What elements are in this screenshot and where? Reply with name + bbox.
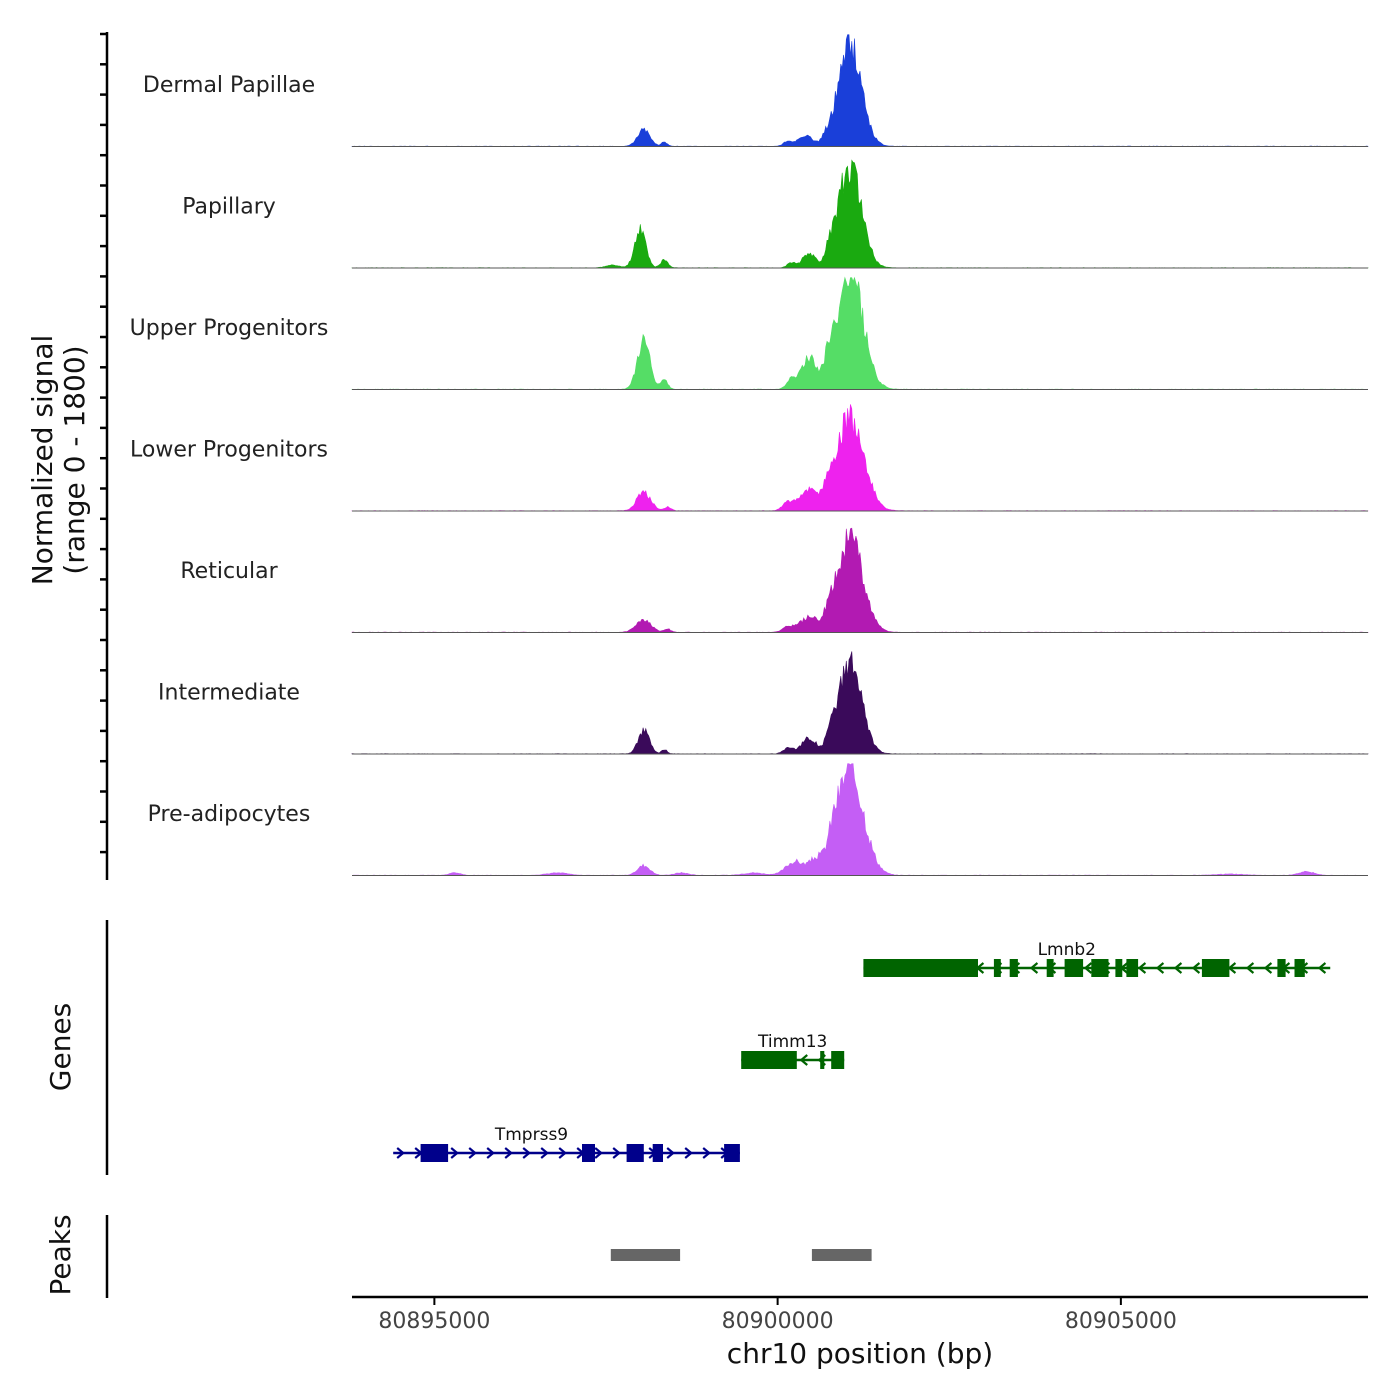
strand-arrow [468,1147,477,1159]
x-axis-ticks: 80895000 80900000 80905000 [378,1297,1177,1334]
track-intermediate: Intermediate [158,651,1369,755]
exon [1064,959,1084,977]
exon [1277,959,1286,977]
coverage-area [351,651,1369,755]
strand-arrow [594,1147,603,1159]
exon [820,1051,825,1069]
gene-label: Lmnb2 [1038,940,1096,960]
track-pre-adipocytes: Pre-adipocytes [148,763,1369,876]
exon [863,959,978,977]
peak-region [811,1249,872,1261]
strand-arrow [396,1147,405,1159]
exon [741,1051,797,1069]
peak-regions [610,1249,872,1261]
strand-arrow [558,1147,567,1159]
track-label: Reticular [180,559,278,584]
strand-arrow [1227,962,1237,974]
exon [831,1051,845,1069]
strand-arrow [1083,962,1093,974]
coverage-area [351,763,1369,876]
exon [1294,959,1305,977]
exon [652,1144,663,1162]
peaks-panel-label: Peaks [44,1214,77,1295]
strand-arrow [666,1147,675,1159]
track-papillary: Papillary [182,159,1369,269]
track-reticular: Reticular [180,527,1369,633]
coverage-area [351,34,1369,147]
strand-arrow [1263,962,1273,974]
peak-region [610,1249,681,1261]
x-tick-label: 80895000 [378,1309,490,1334]
strand-arrow [504,1147,513,1159]
strand-arrow [540,1147,549,1159]
exon [1201,959,1230,977]
strand-arrow [799,1054,808,1066]
strand-arrow [1317,962,1327,974]
strand-arrow [684,1147,693,1159]
track-label: Lower Progenitors [130,437,328,462]
gene-label: Tmprss9 [494,1125,568,1145]
exon [1126,959,1139,977]
track-label: Intermediate [158,680,300,705]
strand-arrow [612,1147,621,1159]
coverage-area [351,404,1369,512]
strand-arrow [1137,962,1147,974]
y-axis-title-line1: Normalized signal [26,335,59,586]
track-label: Papillary [182,194,276,219]
genes-panel-label: Genes [44,1003,77,1091]
exon [1091,959,1109,977]
coverage-area [351,159,1369,269]
gene-lmnb2: Lmnb2 [863,940,1331,977]
track-label: Dermal Papillae [143,73,315,98]
gene-annotations: Lmnb2 Timm13 Tmprss9 [393,940,1331,1162]
x-axis-title: chr10 position (bp) [727,1337,993,1370]
exon [582,1144,595,1162]
strand-arrow [702,1147,711,1159]
track-label: Upper Progenitors [130,316,329,341]
track-upper-progenitors: Upper Progenitors [130,276,1368,390]
strand-arrow [1191,962,1201,974]
strand-arrow [450,1147,459,1159]
x-tick-label: 80900000 [722,1309,834,1334]
strand-arrow [1173,962,1183,974]
y-axis-title-line2: (range 0 - 1800) [58,345,91,574]
signal-y-ticks [100,32,107,854]
strand-arrow [486,1147,495,1159]
exon [1046,959,1054,977]
exon [993,959,1001,977]
exon [724,1144,740,1162]
exon [420,1144,449,1162]
exon [1009,959,1018,977]
track-label: Pre-adipocytes [148,802,311,827]
strand-arrow [1245,962,1255,974]
track-lower-progenitors: Lower Progenitors [130,404,1369,512]
strand-arrow [1155,962,1165,974]
exon [1115,959,1123,977]
track-dermal-papillae: Dermal Papillae [143,34,1369,147]
x-tick-label: 80905000 [1065,1309,1177,1334]
coverage-area [351,527,1369,633]
gene-label: Timm13 [757,1032,827,1052]
exon [626,1144,644,1162]
strand-arrow [522,1147,531,1159]
coverage-area [351,276,1368,390]
coverage-tracks: Dermal Papillae Papillary Upper Progenitor… [130,34,1369,876]
strand-arrow [1029,962,1039,974]
y-axis-title: Normalized signal (range 0 - 1800) [26,335,91,586]
gene-tmprss9: Tmprss9 [393,1125,740,1162]
gene-timm13: Timm13 [741,1032,845,1069]
